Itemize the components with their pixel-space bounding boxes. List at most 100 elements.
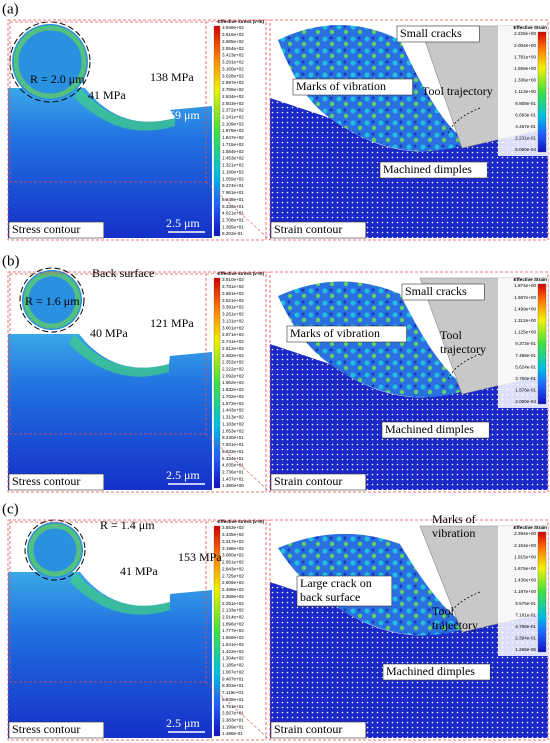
colorbar-tick-label: 7.498e-01 — [515, 353, 536, 358]
annotation: Back surface — [92, 266, 154, 280]
label-box — [292, 78, 413, 96]
annotation: Large crack on — [300, 576, 372, 590]
annotation: Marks of vibration — [290, 326, 380, 340]
radius-circle — [19, 267, 85, 333]
colorbar-tick-label: 4.035e+01 — [222, 463, 244, 468]
colorbar-tick-label: 3.651e+02 — [222, 291, 244, 296]
colorbar-tick-label: 1.559e+00 — [514, 66, 536, 71]
colorbar-tick-label: 2.014e+02 — [222, 614, 244, 619]
label-box — [8, 221, 105, 239]
colorbar-title: Effective Strain — [514, 25, 548, 30]
colorbar-tick-label: 3.198e+02 — [222, 546, 244, 551]
colorbar-tick-label: 3.028e+02 — [222, 73, 244, 78]
colorbar-tick-label: 1.113e+00 — [514, 89, 536, 94]
colorbar — [213, 277, 221, 489]
zoom-line — [205, 519, 271, 523]
colorbar-tick-label: 7.961e+01 — [222, 190, 244, 195]
annotation: Stress contour — [12, 722, 80, 736]
panel: (b) Effective stress (v-m)3.910e+02 3.781e… — [2, 253, 549, 493]
label-box — [401, 283, 485, 301]
colorbar-tick-label: 1.781e+00 — [514, 54, 536, 59]
colorbar-tick-label: 3.567e+01 — [222, 711, 244, 716]
stress-frame — [7, 19, 267, 241]
colorbar-tick-label: 1.437e+01 — [222, 476, 244, 481]
annotation: R = 1.6 μm — [25, 294, 80, 308]
annotation: R = 1.4 μm — [100, 518, 155, 532]
colorbar-tick-label: 3.781e+02 — [222, 284, 244, 289]
colorbar-tick-label: 9.274e+01 — [222, 183, 244, 188]
label-box — [381, 421, 490, 439]
colorbar-tick-label: 1.453e+02 — [222, 156, 244, 161]
panel-label: (a) — [2, 1, 19, 17]
chip — [27, 522, 83, 578]
colorbar-tick-label: 1.847e+02 — [222, 135, 244, 140]
colorbar-tick-label: 1.067e+02 — [222, 669, 244, 674]
zoom-box — [9, 21, 207, 183]
colorbar-tick-label: 1.199e+01 — [222, 724, 244, 729]
colorbar-tick-label: 1.321e+02 — [222, 163, 244, 168]
colorbar-tick-label: 8.908e-01 — [515, 101, 536, 106]
chip — [12, 24, 88, 100]
colorbar-tick-label: 1.874e+00 — [514, 283, 536, 288]
colorbar-tick-label: 6.683e-01 — [515, 112, 536, 117]
trajectory — [447, 591, 481, 618]
colorbar-tick-label: 3.750e-01 — [515, 376, 536, 381]
colorbar-tick-label: 2.241e+02 — [222, 114, 244, 119]
colorbar-tick-label: 1.499e+00 — [514, 306, 536, 311]
panel: (c) Effective stress (v-m)3.553e+02 3.435e… — [2, 501, 549, 741]
annotation: Stress contour — [12, 222, 80, 236]
colorbar — [213, 525, 221, 737]
annotation: 0.65 μm — [132, 344, 172, 358]
annotation: Strain contour — [274, 222, 342, 236]
annotation: R = 2.0 μm — [30, 72, 85, 86]
colorbar-tick-label: 2.725e+02 — [222, 573, 244, 578]
colorbar-tick-label: 5.000e-04 — [515, 147, 536, 152]
annotation: 138 MPa — [150, 70, 194, 84]
colorbar-tick-label: 3.391e+02 — [222, 305, 244, 310]
colorbar-tick-label: 4.788e-01 — [515, 624, 536, 629]
colorbar-tick-label: 1.659e+02 — [222, 635, 244, 640]
label-box — [270, 721, 367, 739]
stress-contour — [8, 572, 212, 738]
label-box — [8, 721, 105, 739]
colorbar-tick-label: 2.109e+02 — [222, 121, 244, 126]
annotation: 41 MPa — [88, 88, 126, 102]
colorbar-tick-label: 2.383e+01 — [222, 717, 244, 722]
label-box — [382, 663, 491, 681]
chip-rim — [13, 25, 87, 99]
colorbar-tick-label: 1.443e+02 — [222, 408, 244, 413]
colorbar-tick-label: 2.226e+00 — [514, 31, 536, 36]
colorbar-tick-label: 1.313e+02 — [222, 415, 244, 420]
colorbar-tick-label: 1.876e-01 — [515, 388, 536, 393]
colorbar-tick-label: 1.915e+00 — [514, 554, 536, 559]
colorbar-tick-label: 2.251e+02 — [222, 601, 244, 606]
colorbar-tick-label: 3.423e+02 — [222, 53, 244, 58]
colorbar-tick-label: 2.352e+02 — [222, 360, 244, 365]
colorbar-tick-label: 1.312e+00 — [514, 318, 536, 323]
colorbar-tick-label: 3.816e+02 — [222, 32, 244, 37]
annotation: Strain contour — [274, 722, 342, 736]
colorbar-tick-label: 2.133e+02 — [222, 608, 244, 613]
colorbar-tick-label: 1.676e+00 — [514, 566, 536, 571]
colorbar-tick-label: 9.230e+01 — [222, 435, 244, 440]
panel-label: (c) — [2, 501, 19, 517]
colorbar-tick-label: 3.080e+02 — [222, 553, 244, 558]
annotation: Strain contour — [274, 474, 342, 488]
zoom-box — [9, 273, 207, 435]
annotation: Machined dimples — [385, 422, 474, 436]
colorbar-tick-label: 2.000e-04 — [515, 399, 536, 404]
colorbar-tick-label: 5.624e-01 — [515, 364, 536, 369]
colorbar — [537, 283, 547, 405]
colorbar-tick-label: 2.606e+02 — [222, 580, 244, 585]
colorbar-tick-label: 1.422e+02 — [222, 649, 244, 654]
colorbar-tick-label: 3.160e+02 — [222, 66, 244, 71]
annotation: Stress contour — [12, 474, 80, 488]
zoom-line — [205, 181, 271, 241]
zoom-line — [205, 271, 271, 275]
colorbar-tick-label: 2.394e-01 — [515, 636, 536, 641]
stress-frame — [7, 519, 267, 741]
colorbar-tick-label: 1.978e+02 — [222, 128, 244, 133]
colorbar-tick-label: 1.059e+02 — [222, 176, 244, 181]
